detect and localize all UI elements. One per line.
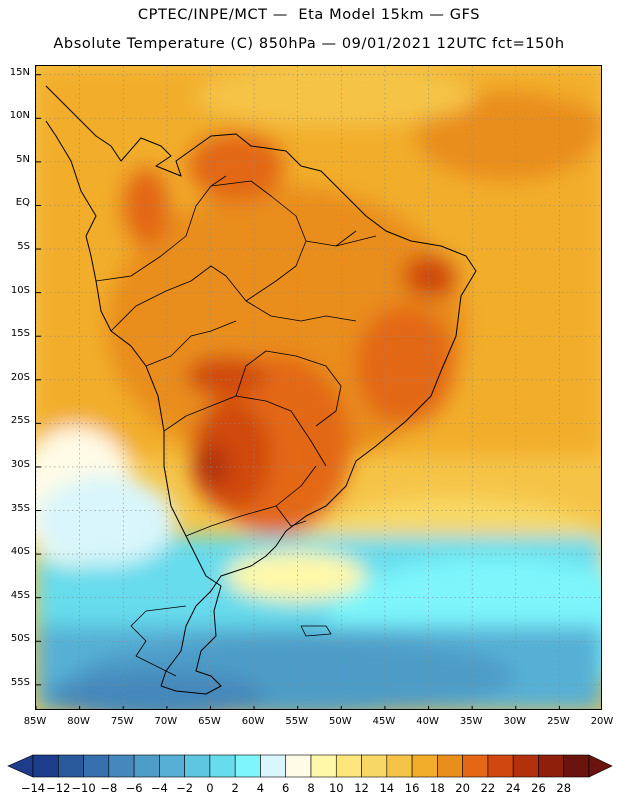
lon-tick-label: 45W bbox=[372, 716, 396, 727]
colorbar-tick-label: 18 bbox=[430, 781, 445, 795]
colorbar-tick-label: −8 bbox=[100, 781, 118, 795]
colorbar-cell bbox=[83, 754, 110, 778]
colorbar-tick-label: 16 bbox=[404, 781, 420, 795]
colorbar-tick-label: 2 bbox=[231, 781, 239, 795]
lon-tick-label: 20W bbox=[590, 716, 614, 727]
lat-lon-grid bbox=[36, 66, 601, 709]
colorbar-cell bbox=[234, 754, 261, 778]
lon-tick-label: 30W bbox=[503, 716, 527, 727]
colorbar-tick-label: 24 bbox=[505, 781, 521, 795]
lon-tick-label: 65W bbox=[198, 716, 221, 727]
lat-tick-label: 15S bbox=[10, 328, 30, 340]
lat-tick-label: 30S bbox=[10, 458, 30, 470]
lat-tick-label: 5S bbox=[17, 241, 30, 253]
lon-tick-label: 40W bbox=[416, 716, 439, 727]
lon-tick-label: 85W bbox=[23, 716, 47, 727]
colorbar-tick-label: 12 bbox=[354, 781, 369, 795]
lat-tick-label: 5N bbox=[16, 153, 30, 165]
lon-tick-label: 25W bbox=[547, 716, 570, 727]
temperature-map bbox=[36, 66, 601, 709]
temperature-shading bbox=[36, 66, 601, 709]
colorbar-tick-label: −2 bbox=[176, 781, 194, 795]
colorbar-tick-label: 28 bbox=[556, 781, 572, 795]
colorbar-tick-label: 4 bbox=[256, 781, 265, 795]
colorbar-cell bbox=[133, 754, 160, 778]
lat-tick-label: 55S bbox=[10, 676, 30, 688]
colorbar-cell bbox=[57, 754, 84, 778]
colorbar-cell bbox=[437, 754, 463, 778]
colorbar-cell bbox=[462, 754, 489, 778]
colorbar-cell bbox=[159, 754, 185, 778]
lon-tick-label: 50W bbox=[328, 716, 352, 727]
colorbar-cell bbox=[209, 754, 236, 778]
colorbar-tick-label: 6 bbox=[282, 781, 290, 795]
colorbar-cell bbox=[386, 754, 413, 778]
colorbar-cell bbox=[32, 754, 59, 778]
colorbar-cell bbox=[108, 754, 135, 778]
lon-tick-label: 70W bbox=[154, 716, 178, 727]
lat-tick-label: 10S bbox=[10, 284, 30, 296]
colorbar-tick-label: 8 bbox=[307, 781, 315, 795]
colorbar-cell bbox=[512, 754, 539, 778]
colorbar-cell bbox=[335, 754, 362, 778]
colorbar-cell bbox=[411, 754, 438, 778]
colorbar-tick-label: 20 bbox=[455, 781, 470, 795]
lat-tick-label: 35S bbox=[10, 502, 30, 514]
lat-tick-label: 50S bbox=[10, 633, 30, 645]
colorbar-cell bbox=[285, 754, 312, 778]
colorbar-cell bbox=[487, 754, 514, 778]
colorbar-tick-label: 0 bbox=[206, 781, 214, 795]
lat-tick-label: EQ bbox=[15, 197, 30, 209]
lat-tick-label: 10N bbox=[9, 110, 30, 122]
map-frame bbox=[35, 65, 602, 710]
colorbar bbox=[7, 754, 613, 778]
lat-tick-label: 15N bbox=[9, 66, 30, 78]
lon-tick-label: 35W bbox=[459, 716, 483, 727]
lat-tick-marks bbox=[36, 74, 41, 686]
lat-tick-label: 20S bbox=[10, 371, 30, 383]
colorbar-cell bbox=[361, 754, 388, 778]
colorbar-tick-label: −4 bbox=[150, 781, 168, 795]
colorbar-tick-label: 26 bbox=[531, 781, 546, 795]
colorbar-tick-label: −14 bbox=[20, 781, 46, 795]
lat-tick-label: 45S bbox=[10, 589, 30, 601]
lon-tick-marks bbox=[36, 706, 560, 709]
colorbar-cell bbox=[538, 754, 565, 778]
colorbar-cell bbox=[184, 754, 211, 778]
colorbar-cell bbox=[260, 754, 287, 778]
chart-title-line-2: Absolute Temperature (C) 850hPa — 09/01/… bbox=[53, 36, 565, 52]
lat-tick-label: 25S bbox=[10, 415, 30, 427]
colorbar-arrow-low bbox=[7, 754, 34, 778]
chart-title-line-1: CPTEC/INPE/MCT — Eta Model 15km — GFS bbox=[137, 7, 481, 23]
colorbar-tick-label: 14 bbox=[379, 781, 395, 795]
colorbar-tick-label: −12 bbox=[46, 781, 71, 795]
country-borders bbox=[95, 175, 377, 537]
lat-tick-label: 40S bbox=[10, 546, 30, 558]
colorbar-tick-label: −10 bbox=[71, 781, 96, 795]
lon-tick-label: 60W bbox=[241, 716, 265, 727]
colorbar-cell bbox=[310, 754, 337, 778]
colorbar-tick-label: −6 bbox=[125, 781, 143, 795]
lon-tick-label: 80W bbox=[67, 716, 90, 727]
lon-tick-label: 55W bbox=[285, 716, 308, 727]
colorbar-tick-label: 22 bbox=[480, 781, 496, 795]
colorbar-cell bbox=[563, 754, 590, 778]
colorbar-arrow-high bbox=[588, 754, 613, 778]
lon-tick-label: 75W bbox=[110, 716, 134, 727]
colorbar-tick-label: 10 bbox=[328, 781, 344, 795]
